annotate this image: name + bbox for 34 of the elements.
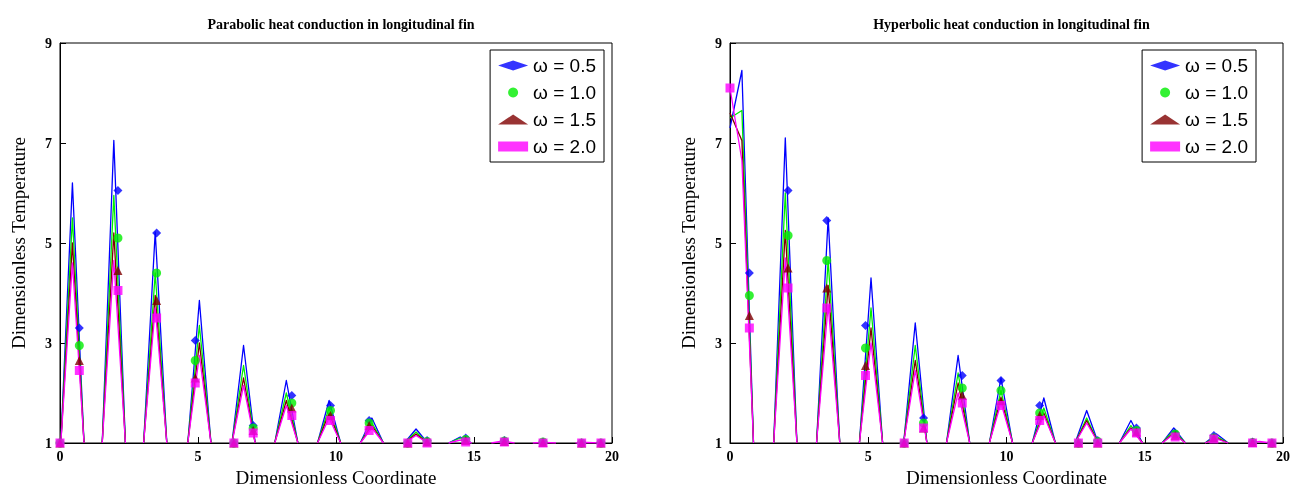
y-tick-label: 3 [45,335,52,351]
legend-label: ω = 0.5 [533,55,597,76]
x-axis-title: Dimensionless Coordinate [235,466,437,488]
x-tick-label: 10 [329,448,343,464]
legend-label: ω = 1.0 [533,82,597,103]
y-tick-label: 1 [45,435,52,451]
legend-label: ω = 1.5 [1185,109,1249,130]
x-tick-label: 15 [1137,448,1152,464]
y-tick-label: 7 [45,135,52,151]
y-tick-label: 7 [715,135,722,151]
x-axis-title: Dimensionless Coordinate [905,466,1108,488]
y-tick-label: 9 [715,35,722,51]
y-axis-title: Dimensionless Temperature [678,136,699,350]
y-axis-title: Dimensionless Temperature [8,136,29,350]
y-tick-label: 5 [715,235,722,251]
y-tick-label: 9 [45,35,52,51]
chart-title: Hyperbolic heat conduction in longitudinal fin [873,16,1150,32]
x-tick-label: 20 [1276,448,1290,464]
y-tick-label: 3 [715,335,722,351]
chart-title: Parabolic heat conduction in longitudinal fin [207,16,475,32]
y-tick-label: 5 [45,235,52,251]
y-tick-label: 1 [715,435,722,451]
x-tick-label: 20 [605,448,619,464]
x-tick-label: 0 [726,448,734,464]
legend-label: ω = 2.0 [533,136,597,157]
legend-label: ω = 1.5 [533,109,597,130]
x-tick-label: 5 [194,448,202,464]
x-tick-label: 10 [999,448,1014,464]
legend-label: ω = 2.0 [1185,136,1249,157]
x-tick-label: 0 [56,448,64,464]
x-tick-label: 5 [864,448,872,464]
legend-label: ω = 1.0 [1185,82,1249,103]
x-tick-label: 15 [467,448,481,464]
legend-label: ω = 0.5 [1185,55,1249,76]
